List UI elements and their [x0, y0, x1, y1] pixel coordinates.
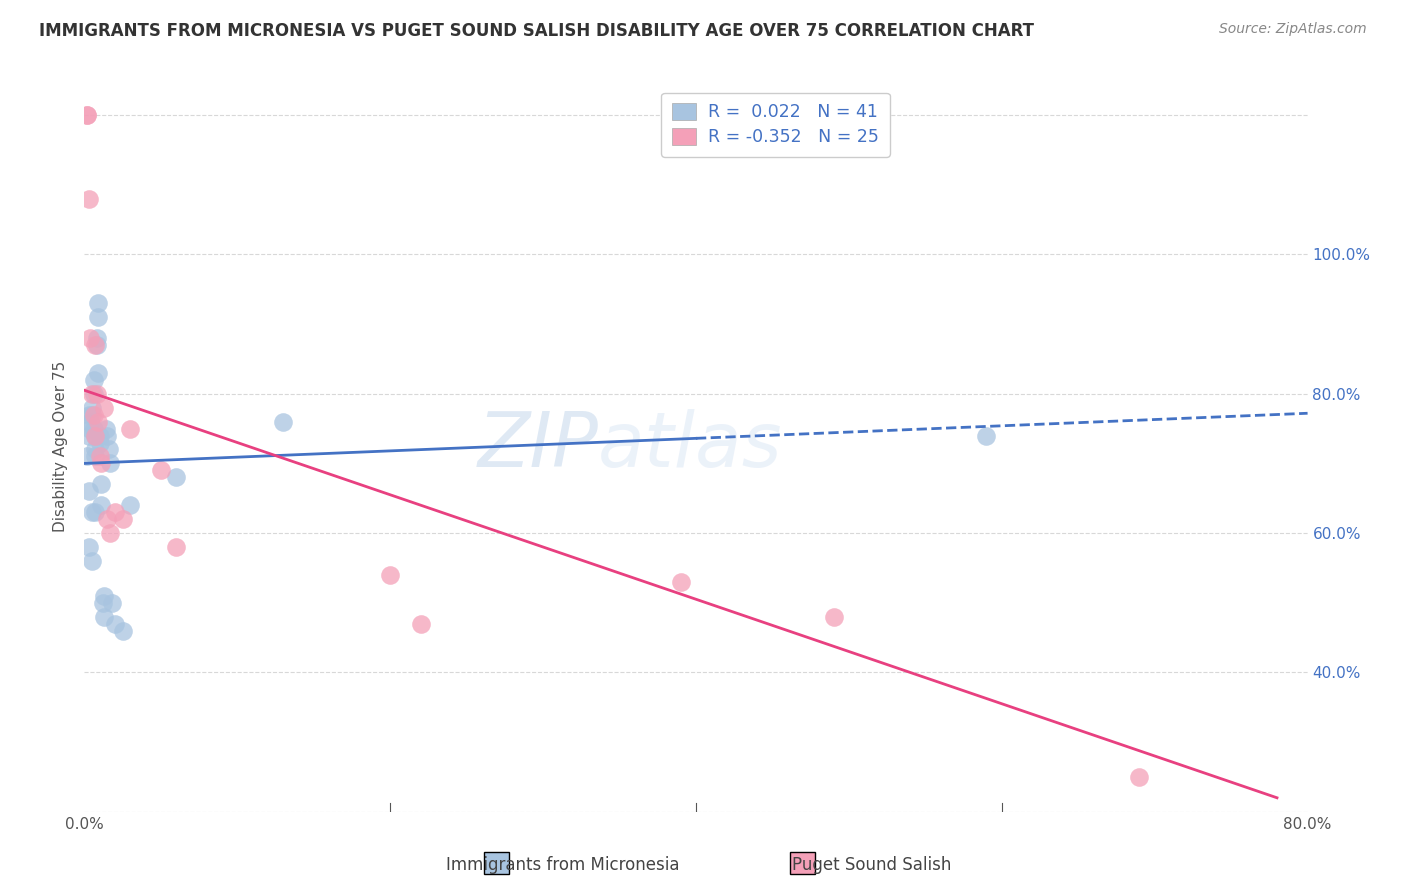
Point	[380, 567, 402, 582]
Point	[80, 554, 103, 568]
Point	[80, 408, 103, 422]
Point	[87, 310, 110, 325]
Point	[94, 421, 117, 435]
Point	[91, 596, 114, 610]
Point	[823, 609, 845, 624]
Point	[96, 428, 118, 442]
Point	[165, 540, 187, 554]
Point	[120, 498, 142, 512]
Text: ZIP: ZIP	[477, 409, 598, 483]
Point	[104, 616, 127, 631]
Point	[84, 428, 107, 442]
Point	[83, 373, 105, 387]
Point	[77, 192, 100, 206]
Point	[79, 331, 101, 345]
Point	[87, 296, 110, 310]
Point	[80, 386, 103, 401]
Point	[93, 401, 115, 415]
Point	[89, 435, 111, 450]
Point	[76, 108, 98, 122]
Point	[83, 408, 105, 422]
Point	[89, 428, 111, 442]
Point	[84, 338, 107, 352]
Point	[76, 450, 98, 464]
Point	[120, 421, 142, 435]
Point	[84, 450, 107, 464]
Point	[79, 421, 101, 435]
Point	[104, 505, 127, 519]
Legend: R =  0.022   N = 41, R = -0.352   N = 25: R = 0.022 N = 41, R = -0.352 N = 25	[661, 93, 890, 157]
Point	[111, 512, 134, 526]
Point	[76, 108, 98, 122]
Point	[98, 526, 121, 541]
Point	[111, 624, 134, 638]
Point	[84, 428, 107, 442]
Point	[79, 415, 101, 429]
Point	[271, 415, 294, 429]
Point	[80, 505, 103, 519]
Text: Immigrants from Micronesia: Immigrants from Micronesia	[446, 856, 679, 874]
Point	[101, 596, 124, 610]
Text: Source: ZipAtlas.com: Source: ZipAtlas.com	[1219, 22, 1367, 37]
Point	[93, 609, 115, 624]
Point	[976, 428, 998, 442]
Point	[84, 505, 107, 519]
Point	[96, 512, 118, 526]
Point	[84, 442, 107, 457]
Point	[77, 540, 100, 554]
Point	[87, 415, 110, 429]
Point	[93, 589, 115, 603]
Point	[77, 408, 100, 422]
Point	[87, 366, 110, 380]
Text: atlas: atlas	[598, 409, 783, 483]
Y-axis label: Disability Age Over 75: Disability Age Over 75	[53, 360, 69, 532]
Point	[86, 331, 108, 345]
Point	[89, 450, 111, 464]
Point	[409, 616, 432, 631]
Point	[149, 463, 172, 477]
Text: Puget Sound Salish: Puget Sound Salish	[792, 856, 952, 874]
Point	[90, 498, 112, 512]
Point	[77, 428, 100, 442]
Point	[86, 338, 108, 352]
Point	[80, 401, 103, 415]
Point	[83, 421, 105, 435]
Point	[165, 470, 187, 484]
Point	[98, 457, 121, 471]
Text: IMMIGRANTS FROM MICRONESIA VS PUGET SOUND SALISH DISABILITY AGE OVER 75 CORRELAT: IMMIGRANTS FROM MICRONESIA VS PUGET SOUN…	[39, 22, 1035, 40]
Point	[83, 386, 105, 401]
Point	[669, 574, 692, 589]
Point	[86, 386, 108, 401]
Point	[1128, 770, 1150, 784]
Point	[90, 457, 112, 471]
Point	[90, 477, 112, 491]
Point	[77, 484, 100, 499]
Point	[97, 442, 120, 457]
